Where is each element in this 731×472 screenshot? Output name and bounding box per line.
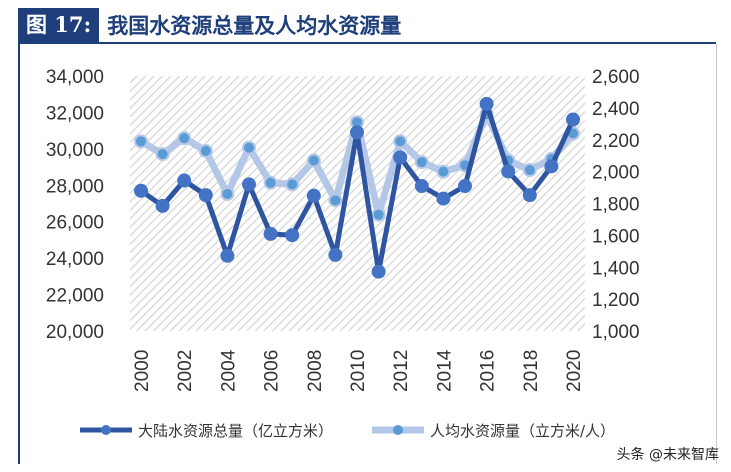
data-point	[242, 177, 256, 192]
watermark: 头条 @未来智库	[616, 447, 719, 463]
figure-title: 我国水资源总量及人均水资源量	[107, 13, 402, 38]
data-point	[393, 134, 408, 149]
data-point	[177, 131, 192, 146]
data-point	[436, 164, 451, 179]
data-point	[198, 188, 213, 203]
y-right-tick-label: 2,000	[592, 163, 640, 184]
y-left-tick-label: 28,000	[46, 176, 104, 197]
data-point	[328, 193, 343, 208]
y-left-tick-label: 26,000	[46, 213, 104, 234]
data-point	[220, 186, 235, 201]
figure-title-bar: 图 17: 我国水资源总量及人均水资源量	[18, 8, 401, 42]
data-point	[220, 248, 235, 263]
data-point	[371, 207, 386, 222]
data-point	[263, 175, 278, 190]
data-point	[436, 191, 451, 206]
y-left-tick-label: 22,000	[46, 286, 104, 307]
legend-marker	[101, 425, 111, 435]
y-left-tick-label: 20,000	[46, 322, 104, 343]
data-point	[501, 164, 516, 179]
data-point	[177, 173, 192, 188]
data-point	[522, 188, 537, 203]
legend-label: 大陆水资源总量（亿立方米）	[138, 422, 333, 440]
x-tick-label: 2014	[434, 349, 455, 392]
y-right-tick-label: 1,200	[592, 290, 640, 311]
y-right-tick-label: 2,200	[592, 131, 640, 152]
legend-marker	[393, 425, 403, 435]
data-point	[566, 112, 580, 127]
x-tick-label: 2018	[521, 350, 542, 392]
x-tick-label: 2008	[305, 350, 326, 392]
data-point	[242, 140, 256, 155]
data-point	[263, 226, 278, 241]
x-tick-label: 2000	[132, 350, 153, 392]
data-point	[306, 188, 321, 203]
data-point	[328, 247, 343, 262]
y-right-tick-label: 2,600	[592, 67, 640, 88]
x-tick-label: 2004	[218, 349, 239, 392]
data-point	[134, 134, 148, 149]
x-tick-label: 2006	[262, 350, 283, 392]
data-point	[198, 143, 213, 158]
data-point	[393, 150, 408, 165]
data-point	[350, 125, 364, 140]
x-tick-label: 2020	[564, 350, 585, 392]
data-point	[155, 198, 170, 213]
x-tick-label: 2016	[478, 350, 499, 392]
x-tick-label: 2012	[391, 350, 412, 392]
y-right-tick-label: 1,000	[592, 322, 640, 343]
title-rule	[18, 42, 716, 44]
data-point	[285, 228, 300, 243]
data-point	[371, 264, 386, 279]
y-left-tick-label: 32,000	[46, 103, 104, 124]
y-left-tick-label: 30,000	[46, 140, 104, 161]
data-point	[522, 163, 537, 178]
data-point	[414, 155, 429, 170]
y-right-tick-label: 1,800	[592, 195, 640, 216]
data-point	[458, 179, 472, 194]
y-right-tick-label: 2,400	[592, 99, 640, 120]
x-tick-label: 2002	[175, 350, 196, 392]
plot-area	[130, 76, 585, 331]
y-left-tick-label: 34,000	[46, 67, 104, 88]
data-point	[414, 179, 429, 194]
y-right-tick-label: 1,600	[592, 226, 640, 247]
data-point	[544, 159, 559, 174]
data-point	[479, 96, 494, 111]
chart-frame	[18, 44, 717, 464]
figure-label: 图 17:	[18, 8, 100, 42]
y-right-tick-label: 1,400	[592, 258, 640, 279]
x-tick-label: 2010	[348, 350, 369, 392]
data-point	[285, 177, 300, 192]
data-point	[134, 183, 148, 198]
data-point	[306, 153, 321, 168]
legend-label: 人均水资源量（立方米/人）	[430, 422, 615, 440]
data-point	[155, 147, 170, 162]
y-left-tick-label: 24,000	[46, 249, 104, 270]
